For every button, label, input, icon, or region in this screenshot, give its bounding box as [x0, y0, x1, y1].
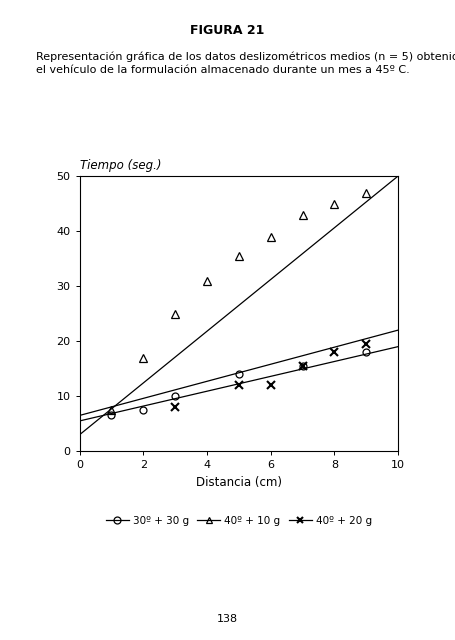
- Text: FIGURA 21: FIGURA 21: [190, 24, 265, 37]
- Legend: 30º + 30 g, 40º + 10 g, 40º + 20 g: 30º + 30 g, 40º + 10 g, 40º + 20 g: [101, 511, 376, 530]
- Text: el vehículo de la formulación almacenado durante un mes a 45º C.: el vehículo de la formulación almacenado…: [36, 65, 410, 76]
- Text: Tiempo (seg.): Tiempo (seg.): [80, 159, 161, 172]
- Text: Representación gráfica de los datos deslizométricos medios (n = 5) obtenidos en: Representación gráfica de los datos desl…: [36, 51, 455, 61]
- X-axis label: Distancia (cm): Distancia (cm): [196, 476, 282, 489]
- Text: 138: 138: [217, 614, 238, 624]
